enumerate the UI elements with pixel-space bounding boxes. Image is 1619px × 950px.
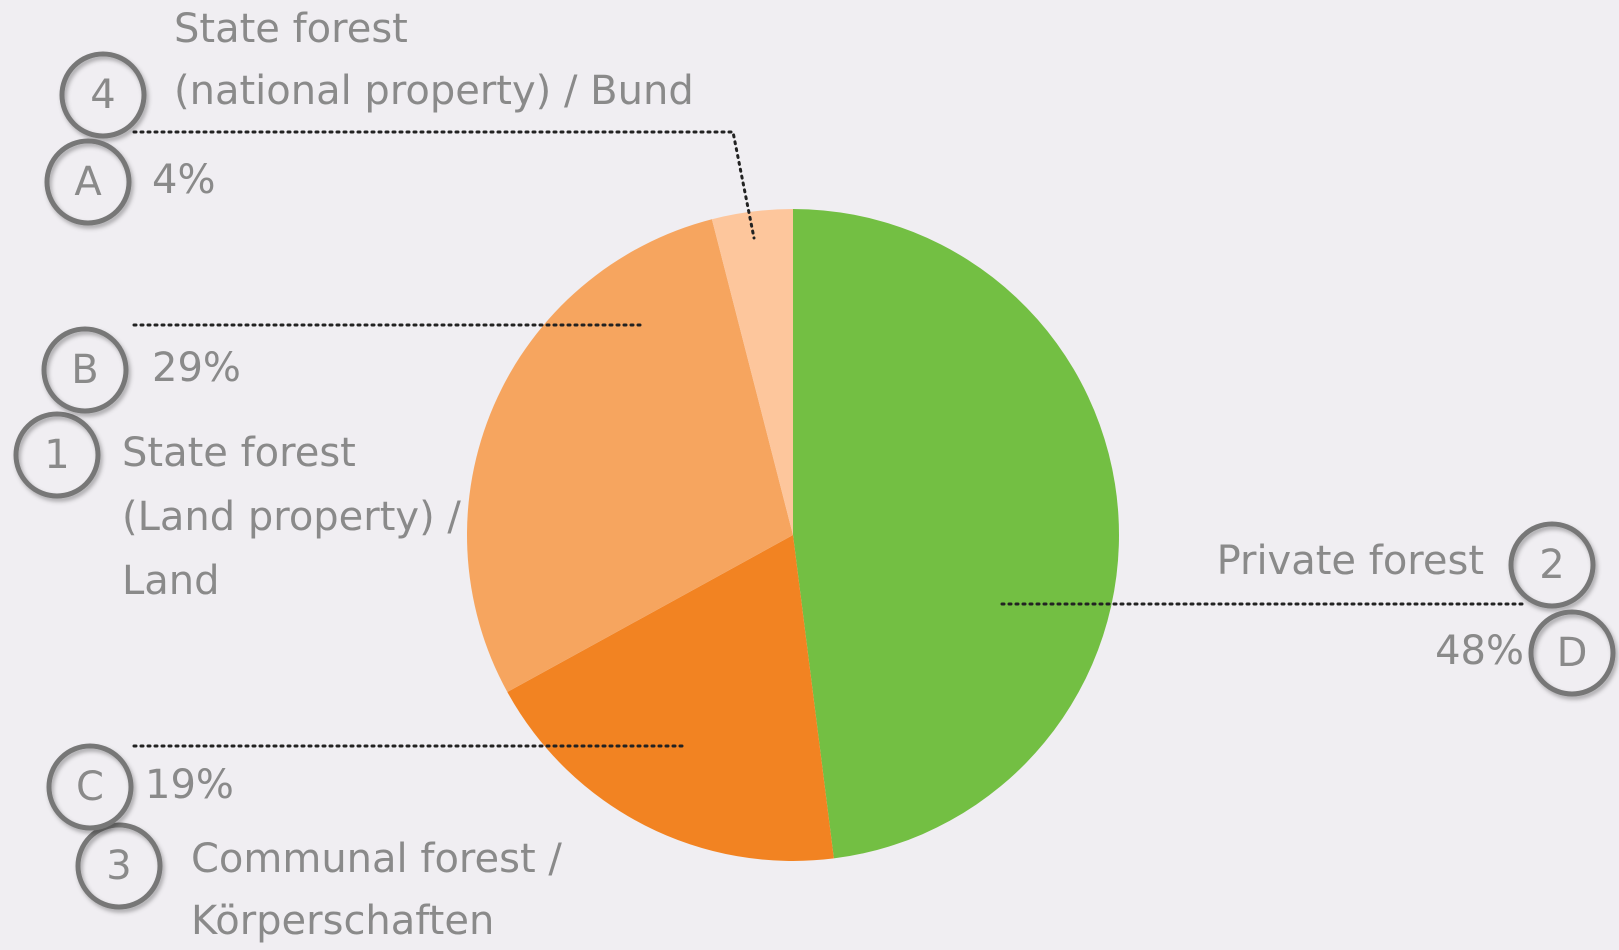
badge-text: C bbox=[76, 764, 104, 810]
leader-line bbox=[132, 130, 756, 240]
annotations: Private forest 48% 2 D Communal forest / Körp… bbox=[13, 6, 1616, 944]
pie-slice bbox=[711, 209, 793, 535]
slice-label: (Land property) / bbox=[122, 494, 461, 540]
slice-label: Körperschaften bbox=[191, 898, 494, 944]
badge-text: 3 bbox=[106, 843, 131, 889]
badge-text: B bbox=[71, 347, 98, 393]
value-label: 29% bbox=[152, 345, 241, 391]
badge-text: 1 bbox=[44, 432, 69, 478]
badge-circle bbox=[46, 743, 134, 831]
badge-circle bbox=[75, 822, 163, 910]
slice-label: State forest bbox=[174, 6, 408, 52]
slice-label: State forest bbox=[122, 430, 356, 476]
slice-label: Land bbox=[122, 558, 220, 604]
pie-slice bbox=[467, 219, 793, 693]
pie bbox=[467, 209, 1120, 861]
badge-circle bbox=[1508, 521, 1596, 609]
badge-text: D bbox=[1557, 630, 1588, 676]
slice-label: Communal forest / bbox=[191, 836, 562, 882]
badge-circle bbox=[1528, 609, 1616, 697]
value-label: 4% bbox=[152, 157, 215, 203]
slice-label: (national property) / Bund bbox=[174, 68, 694, 114]
badge-circle bbox=[41, 326, 129, 414]
value-label: 19% bbox=[145, 762, 234, 808]
badge-text: A bbox=[74, 159, 102, 205]
badge-text: 4 bbox=[90, 72, 115, 118]
value-label: 48% bbox=[1435, 628, 1524, 674]
slice-label: Private forest bbox=[1217, 538, 1484, 584]
badge-circle bbox=[44, 138, 132, 226]
badge-circle bbox=[13, 411, 101, 499]
badge-circle bbox=[59, 51, 147, 139]
pie-slice bbox=[507, 535, 834, 861]
pie-slice bbox=[793, 209, 1120, 859]
badge-text: 2 bbox=[1539, 542, 1564, 588]
